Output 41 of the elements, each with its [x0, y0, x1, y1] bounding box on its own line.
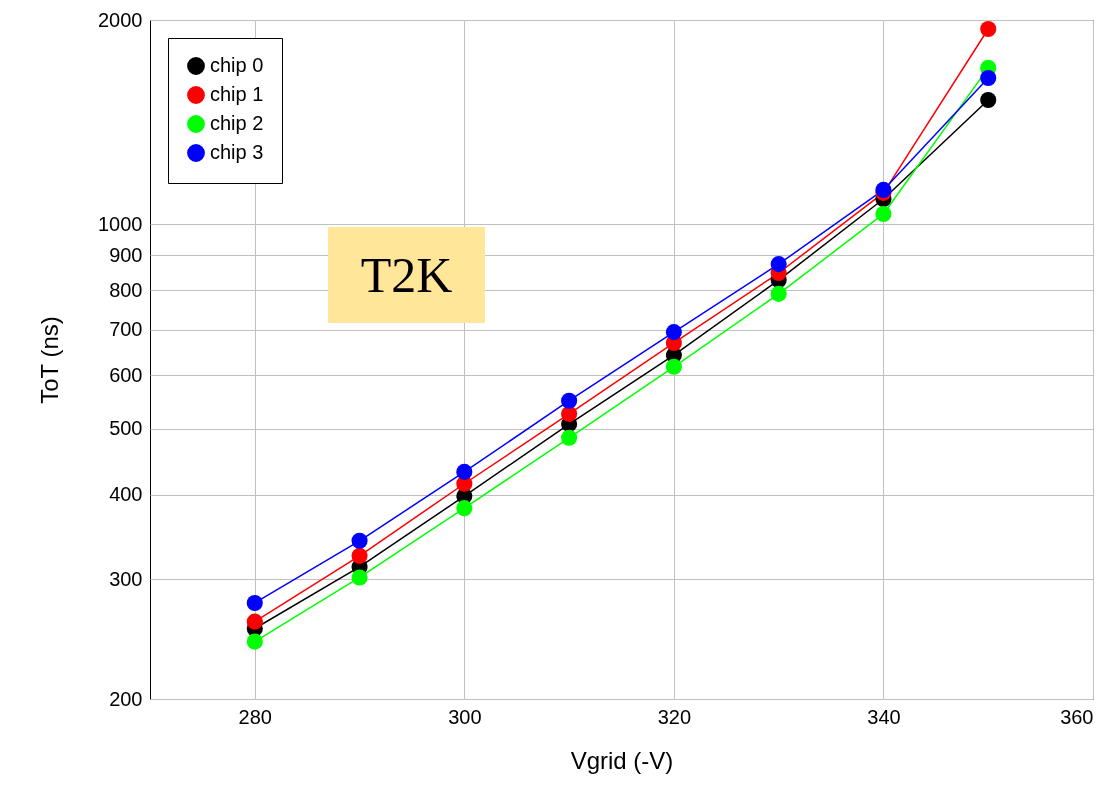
point: [561, 405, 578, 422]
point: [351, 547, 368, 564]
point: [980, 91, 997, 109]
point: [980, 20, 997, 38]
point: [770, 256, 787, 273]
y-tick-label: 2000: [98, 8, 143, 31]
x-axis-title: Vgrid (-V): [570, 746, 674, 774]
y-axis-title: ToT (ns): [36, 316, 64, 404]
legend-label: chip 1: [210, 83, 264, 105]
y-tick-label: 300: [109, 567, 143, 590]
y-tick-label: 800: [109, 278, 143, 301]
x-tick-label: 320: [657, 705, 692, 728]
point: [351, 532, 368, 549]
legend-label: chip 2: [210, 112, 264, 134]
point: [875, 205, 892, 223]
point: [456, 500, 473, 517]
point: [561, 429, 578, 446]
y-tick-label: 400: [109, 483, 143, 506]
x-tick-label: 340: [867, 705, 901, 728]
point: [246, 594, 263, 611]
point: [246, 633, 263, 650]
y-tick-label: 700: [109, 318, 143, 341]
legend-label: chip 3: [210, 141, 264, 163]
y-tick-label: 200: [109, 687, 143, 710]
point: [561, 392, 578, 409]
legend-label: chip 0: [210, 54, 264, 76]
x-tick-label: 300: [448, 705, 482, 728]
point: [665, 324, 682, 341]
y-tick-label: 600: [109, 363, 143, 386]
y-tick-label: 900: [109, 243, 143, 266]
point: [665, 358, 682, 375]
y-tick-label: 1000: [98, 212, 143, 235]
x-tick-label: 360: [1060, 705, 1094, 728]
y-tick-label: 500: [109, 417, 143, 440]
point: [456, 463, 473, 480]
point: [246, 613, 263, 630]
annotation: T2K: [328, 227, 485, 323]
point: [351, 569, 368, 586]
x-tick-label: 280: [238, 705, 272, 728]
point: [770, 285, 787, 302]
point: [980, 69, 997, 87]
